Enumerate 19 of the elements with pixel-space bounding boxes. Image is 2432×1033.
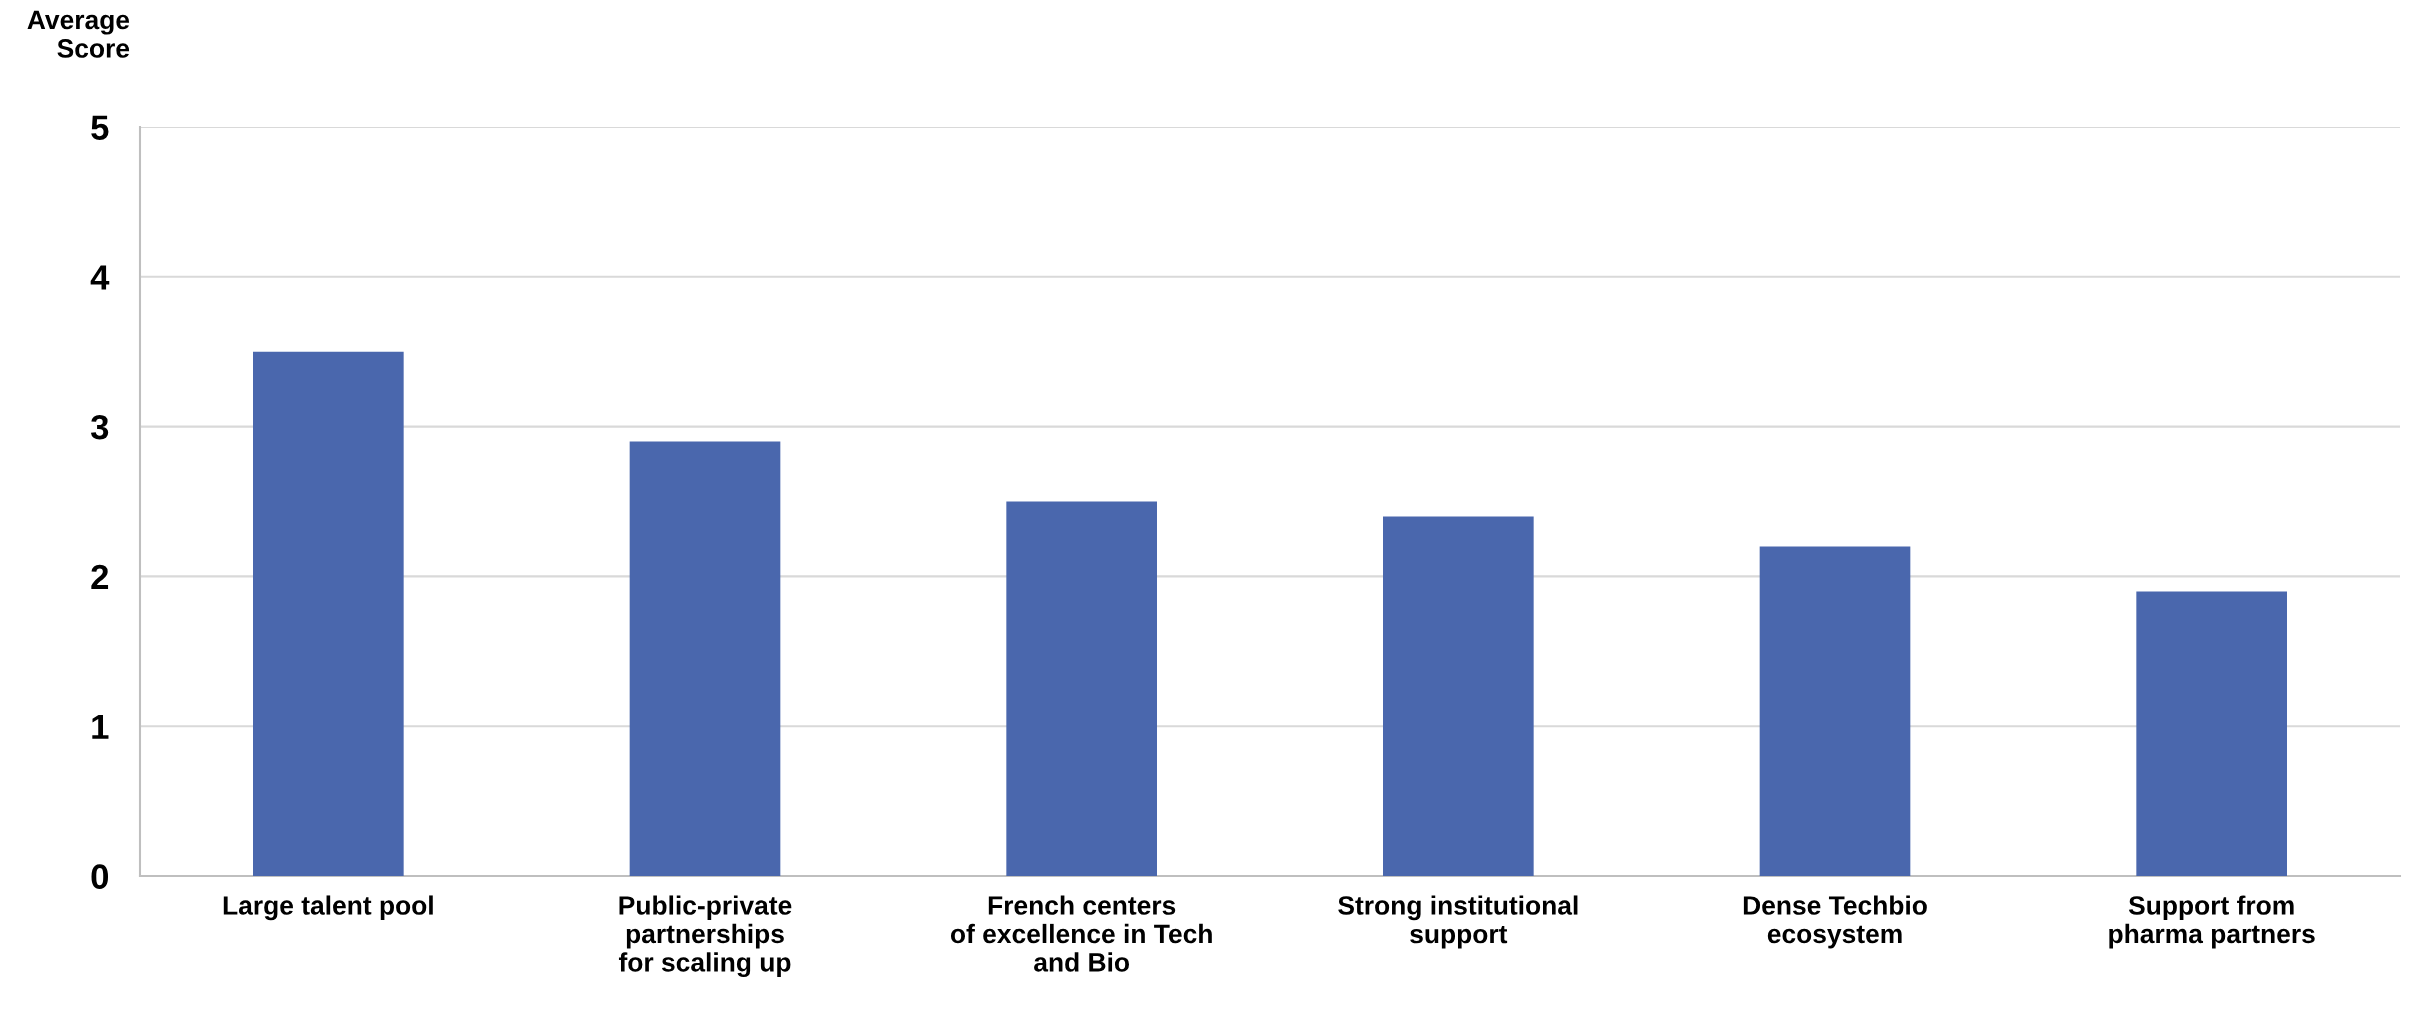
x-tick-label: Large talent pool	[223, 895, 433, 921]
x-tick-label: French centers of excellence in Tech and Bio	[950, 895, 1212, 972]
y-tick-label: 2	[91, 564, 109, 589]
y-tick-label: 0	[91, 864, 109, 889]
y-tick-label: 1	[92, 714, 109, 739]
bar	[2136, 591, 2287, 876]
y-axis-title: Average Score	[27, 10, 130, 58]
x-tick-label: Strong institutional support	[1338, 895, 1578, 949]
x-tick-label: Support from pharma partners	[2109, 895, 2315, 949]
bar	[1006, 501, 1157, 876]
bar	[1383, 516, 1534, 876]
bar	[1759, 546, 1911, 876]
y-tick-label: 5	[91, 115, 109, 140]
y-tick-label: 3	[90, 414, 109, 440]
y-tick-label: 4	[90, 265, 110, 290]
bar	[629, 441, 781, 876]
x-tick-label: Public-private partnerships for scaling up	[618, 895, 792, 978]
bar	[253, 351, 404, 876]
x-tick-label: Dense Techbio ecosystem	[1743, 895, 1927, 949]
